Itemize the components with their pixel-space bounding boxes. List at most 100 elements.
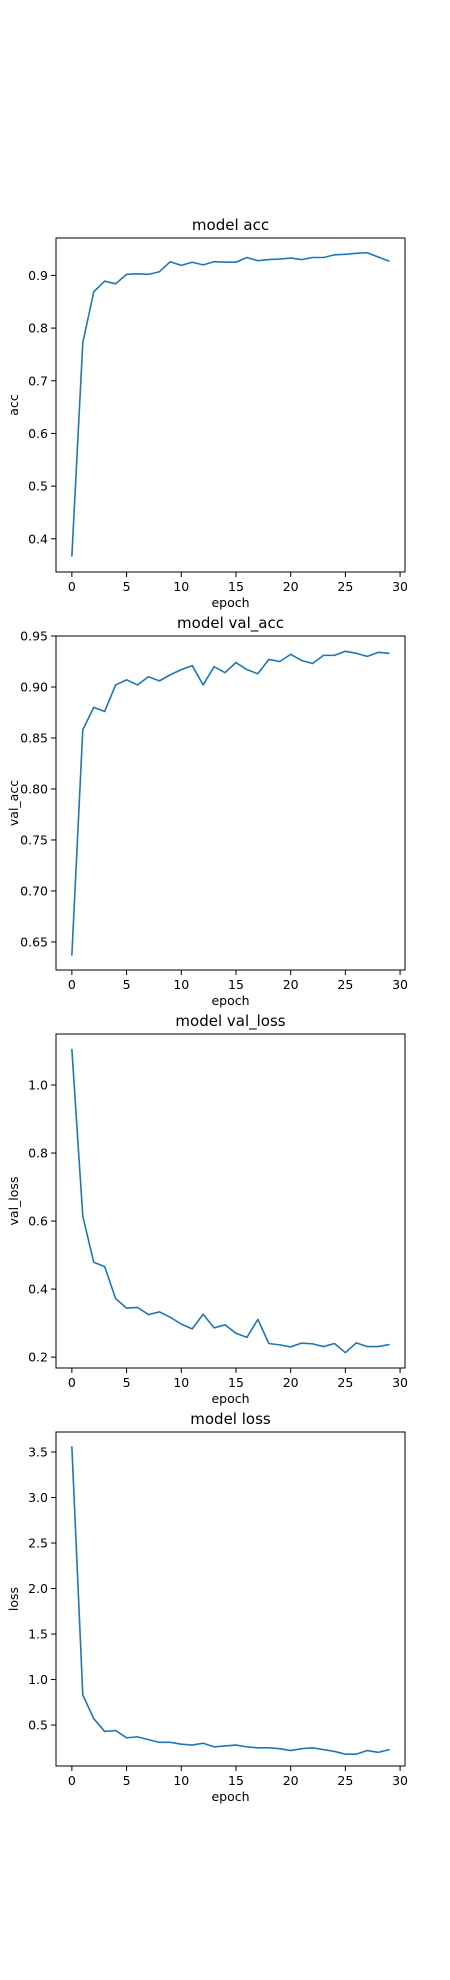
data-point — [125, 1737, 128, 1739]
data-point — [257, 260, 259, 262]
chart-title: model acc — [192, 216, 269, 234]
chart-2: model val_acc 0 5 10 15 20 25 30 0.65 0.70 0.75 0.8… — [6, 614, 408, 1008]
data-point — [180, 1323, 182, 1325]
x-axis-label: epoch — [211, 1789, 249, 1804]
data-point — [290, 1346, 292, 1348]
data-point — [377, 1751, 379, 1753]
data-point — [333, 1342, 336, 1345]
data-point — [104, 1266, 106, 1268]
y-axis-label: acc — [6, 394, 21, 416]
x-tick-label: 20 — [283, 1375, 299, 1390]
data-point — [191, 664, 193, 667]
plot-frame — [55, 1431, 406, 1767]
data-point — [301, 659, 303, 662]
x-tick-label: 0 — [68, 977, 76, 992]
y-tick-label: 3.5 — [28, 1445, 48, 1460]
data-point — [268, 1747, 270, 1749]
data-point — [115, 1298, 117, 1300]
x-tick-label: 15 — [228, 1773, 244, 1788]
data-point — [136, 273, 139, 275]
data-point — [355, 1342, 357, 1344]
data-point — [311, 1343, 314, 1345]
data-point — [246, 1336, 248, 1338]
data-point — [180, 264, 182, 266]
data-point — [224, 672, 226, 674]
data-point — [213, 665, 215, 668]
data-point — [366, 1345, 368, 1348]
data-point — [104, 710, 106, 713]
data-point — [388, 652, 390, 654]
y-tick-label: 1.5 — [28, 1627, 48, 1642]
y-axis-label: loss — [6, 1587, 21, 1611]
data-point — [147, 1739, 150, 1741]
y-tick-label: 2.5 — [28, 1536, 48, 1551]
x-tick-label: 15 — [228, 579, 244, 594]
y-tick-label: 0.8 — [28, 321, 48, 336]
data-point — [235, 261, 237, 263]
data-point — [388, 1343, 390, 1346]
data-point — [311, 662, 314, 665]
x-tick-label: 10 — [173, 1773, 189, 1788]
data-point — [169, 1741, 171, 1743]
data-point — [224, 261, 226, 263]
data-point — [257, 1318, 259, 1320]
data-point — [377, 651, 379, 653]
data-point — [279, 1748, 281, 1750]
data-point — [93, 1718, 95, 1720]
data-point — [377, 1345, 379, 1348]
data-point — [82, 729, 84, 731]
y-tick-label: 0.6 — [28, 426, 48, 441]
data-point — [191, 261, 193, 263]
data-point — [322, 1345, 325, 1348]
data-point — [158, 1311, 160, 1313]
data-point — [115, 1729, 117, 1732]
x-tick-label: 5 — [123, 977, 131, 992]
x-tick-label: 30 — [392, 1773, 408, 1788]
y-tick-label: 1.0 — [28, 1672, 48, 1687]
data-point — [93, 706, 95, 708]
y-tick-label: 0.5 — [28, 1718, 48, 1733]
data-point — [93, 1261, 95, 1263]
y-tick-label: 0.9 — [28, 268, 48, 283]
series-line — [71, 650, 390, 956]
data-point — [158, 1741, 160, 1743]
data-point — [301, 258, 303, 261]
data-point — [366, 655, 368, 657]
data-point — [213, 1746, 215, 1748]
data-point — [71, 1048, 73, 1050]
data-point — [235, 1332, 237, 1334]
y-tick-label: 0.80 — [20, 781, 48, 796]
data-point — [246, 669, 248, 671]
data-point — [82, 342, 84, 344]
data-point — [93, 291, 95, 293]
data-point — [115, 283, 117, 285]
data-point — [301, 1748, 303, 1750]
y-tick-label: 0.70 — [20, 883, 48, 898]
data-point — [322, 654, 325, 656]
data-point — [115, 684, 117, 686]
data-point — [268, 258, 270, 261]
y-tick-label: 0.95 — [20, 629, 48, 644]
series-line — [71, 251, 390, 557]
data-point — [147, 273, 150, 275]
x-tick-label: 10 — [173, 579, 189, 594]
data-point — [333, 254, 336, 256]
y-tick-label: 0.2 — [28, 1350, 48, 1365]
x-tick-label: 15 — [228, 977, 244, 992]
data-point — [202, 1313, 204, 1315]
data-point — [169, 261, 171, 263]
data-point — [290, 1749, 292, 1752]
data-point — [344, 1352, 346, 1354]
data-point — [71, 555, 73, 557]
data-point — [213, 261, 215, 263]
x-tick-label: 30 — [392, 1375, 408, 1390]
y-axis-label: val_acc — [6, 780, 21, 826]
x-tick-label: 20 — [283, 977, 299, 992]
x-tick-label: 30 — [392, 579, 408, 594]
data-point — [180, 1743, 182, 1745]
data-point — [268, 1342, 270, 1345]
x-tick-label: 30 — [392, 977, 408, 992]
y-tick-label: 0.75 — [20, 832, 48, 847]
x-tick-label: 20 — [283, 579, 299, 594]
data-point — [290, 257, 292, 259]
